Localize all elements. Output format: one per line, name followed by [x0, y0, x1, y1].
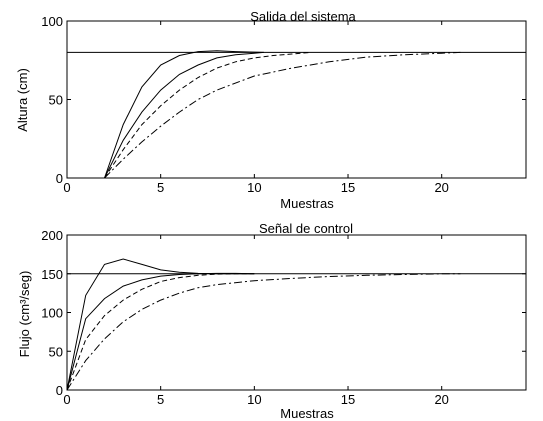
- chart-title: Salida del sistema: [250, 9, 356, 24]
- series-line-dashdot: [66, 273, 461, 391]
- x-tick-label: 0: [63, 180, 70, 195]
- axes-frame: [66, 234, 527, 391]
- y-tick-label: 50: [49, 344, 63, 359]
- x-axis-label: Muestras: [280, 196, 334, 211]
- chart-salida: Salida del sistema Altura (cm) Muestras …: [15, 9, 527, 211]
- y-axis-label: Flujo (cm³/seg): [17, 271, 32, 358]
- y-tick-label: 100: [41, 306, 63, 321]
- x-axis-label: Muestras: [280, 406, 334, 421]
- y-tick-label: 0: [56, 171, 63, 186]
- x-tick-label: 15: [341, 180, 355, 195]
- x-tick-label: 5: [157, 392, 164, 407]
- x-tick-label: 20: [434, 392, 448, 407]
- x-tick-label: 15: [341, 392, 355, 407]
- series-line-solid: [104, 50, 264, 179]
- x-tick-label: 10: [247, 180, 261, 195]
- series-line-solid: [66, 258, 255, 391]
- series-line-solid: [66, 272, 255, 391]
- series-line-dashdot: [104, 51, 461, 179]
- series-line-dashed: [104, 51, 311, 179]
- y-tick-label: 150: [41, 267, 63, 282]
- y-tick-label: 0: [56, 383, 63, 398]
- x-tick-label: 5: [157, 180, 164, 195]
- y-axis-label: Altura (cm): [15, 68, 30, 132]
- chart-control: Señal de control Flujo (cm³/seg) Muestra…: [17, 221, 527, 421]
- series-line-dashed: [66, 273, 255, 391]
- y-tick-label: 50: [49, 93, 63, 108]
- chart-title: Señal de control: [259, 221, 353, 236]
- x-tick-label: 10: [247, 392, 261, 407]
- y-tick-label: 100: [41, 14, 63, 29]
- y-tick-label: 200: [41, 228, 63, 243]
- x-tick-label: 20: [434, 180, 448, 195]
- x-tick-label: 0: [63, 392, 70, 407]
- series-line-solid: [104, 51, 264, 179]
